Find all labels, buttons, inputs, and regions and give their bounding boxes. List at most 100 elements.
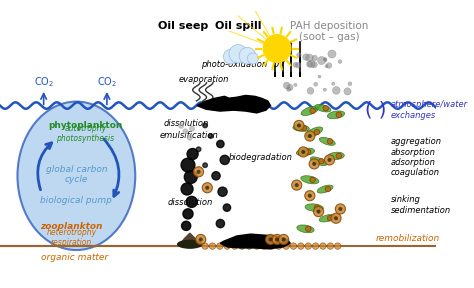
Circle shape — [217, 140, 224, 148]
Text: sinking
sedimentation: sinking sedimentation — [391, 195, 451, 215]
Circle shape — [220, 155, 229, 164]
Circle shape — [265, 234, 275, 245]
Circle shape — [269, 237, 273, 241]
Ellipse shape — [315, 105, 331, 112]
Circle shape — [308, 60, 315, 68]
Circle shape — [293, 62, 298, 67]
Circle shape — [283, 82, 290, 89]
Circle shape — [188, 135, 192, 140]
Circle shape — [314, 82, 318, 86]
Circle shape — [254, 243, 260, 249]
Circle shape — [224, 243, 230, 249]
Circle shape — [298, 147, 309, 157]
Circle shape — [318, 56, 326, 65]
Circle shape — [336, 153, 342, 159]
Circle shape — [308, 194, 312, 198]
Circle shape — [286, 87, 291, 91]
Polygon shape — [179, 233, 201, 246]
Text: photo-oxidation: photo-oxidation — [201, 60, 267, 69]
Text: PAH deposition
(soot – gas): PAH deposition (soot – gas) — [290, 21, 369, 42]
Circle shape — [344, 88, 351, 95]
Circle shape — [348, 82, 352, 86]
Ellipse shape — [18, 102, 135, 250]
Circle shape — [323, 58, 327, 61]
Circle shape — [295, 62, 301, 68]
Circle shape — [324, 155, 335, 165]
Ellipse shape — [301, 106, 319, 115]
Circle shape — [196, 234, 206, 245]
Text: remobilization: remobilization — [375, 234, 439, 243]
Ellipse shape — [296, 148, 315, 156]
Circle shape — [205, 186, 210, 190]
Text: Oil seep: Oil seep — [158, 21, 209, 31]
Circle shape — [290, 243, 297, 249]
Text: emulsification: emulsification — [159, 130, 218, 139]
Circle shape — [217, 243, 223, 249]
Circle shape — [187, 149, 198, 160]
Circle shape — [327, 215, 333, 221]
Circle shape — [312, 243, 319, 249]
Circle shape — [261, 243, 267, 249]
Circle shape — [305, 149, 311, 155]
Circle shape — [209, 243, 216, 249]
Circle shape — [301, 150, 305, 154]
Circle shape — [203, 123, 208, 128]
Text: ( ): ( ) — [365, 101, 386, 120]
Circle shape — [196, 147, 201, 151]
Circle shape — [209, 134, 213, 138]
Circle shape — [331, 213, 341, 223]
Text: phytoplankton: phytoplankton — [48, 121, 123, 130]
Circle shape — [325, 65, 328, 68]
Circle shape — [307, 61, 312, 67]
Circle shape — [323, 105, 328, 111]
Text: heterotrophy
respiration: heterotrophy respiration — [47, 228, 97, 247]
Circle shape — [317, 210, 320, 214]
Circle shape — [218, 187, 227, 196]
Text: CO$_2$: CO$_2$ — [34, 75, 54, 88]
Circle shape — [338, 60, 342, 63]
Polygon shape — [197, 95, 271, 113]
Circle shape — [268, 243, 274, 249]
Text: atmosphere/water
exchanges: atmosphere/water exchanges — [391, 101, 468, 120]
Circle shape — [309, 159, 319, 169]
Ellipse shape — [305, 204, 323, 211]
Circle shape — [314, 129, 320, 135]
Circle shape — [328, 158, 331, 162]
Circle shape — [308, 134, 312, 138]
Circle shape — [190, 126, 194, 131]
Circle shape — [202, 183, 212, 193]
Circle shape — [297, 124, 301, 128]
Circle shape — [231, 243, 238, 249]
Circle shape — [305, 243, 311, 249]
Circle shape — [292, 180, 302, 190]
Text: zooplankton: zooplankton — [41, 222, 103, 231]
Circle shape — [335, 204, 346, 214]
Ellipse shape — [317, 185, 333, 193]
Circle shape — [305, 131, 315, 141]
Ellipse shape — [301, 176, 319, 184]
Circle shape — [314, 205, 320, 211]
Ellipse shape — [297, 225, 314, 233]
Circle shape — [203, 163, 208, 168]
Circle shape — [182, 221, 191, 230]
Circle shape — [336, 112, 342, 118]
Ellipse shape — [306, 127, 323, 137]
Circle shape — [305, 226, 311, 232]
Ellipse shape — [319, 215, 336, 222]
Polygon shape — [220, 234, 290, 249]
Text: Oil spill: Oil spill — [215, 21, 261, 31]
Circle shape — [183, 209, 193, 219]
Text: global carbon
cycle

biological pump: global carbon cycle biological pump — [40, 165, 112, 205]
Circle shape — [306, 54, 313, 62]
Circle shape — [283, 243, 289, 249]
Circle shape — [324, 58, 327, 62]
Circle shape — [212, 172, 220, 180]
Circle shape — [246, 243, 253, 249]
Circle shape — [323, 88, 327, 91]
Circle shape — [332, 82, 335, 85]
Circle shape — [332, 86, 340, 94]
Circle shape — [303, 54, 309, 60]
Circle shape — [310, 108, 315, 114]
Circle shape — [202, 243, 208, 249]
Circle shape — [223, 49, 238, 64]
